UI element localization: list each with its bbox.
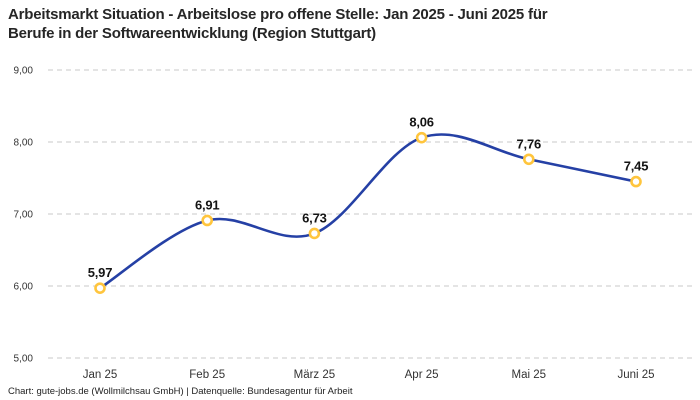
data-point-marker[interactable] <box>522 153 535 166</box>
chart-title-line1: Arbeitsmarkt Situation - Arbeitslose pro… <box>8 6 548 23</box>
y-axis-tick-label: 8,00 <box>14 138 34 149</box>
x-axis-tick-label: März 25 <box>294 369 336 381</box>
data-line <box>98 133 638 290</box>
chart-title: Arbeitsmarkt Situation - Arbeitslose pro… <box>8 5 688 43</box>
y-axis-tick-label: 9,00 <box>14 66 34 77</box>
data-point-label: 8,06 <box>409 115 434 130</box>
x-axis-tick-label: Mai 25 <box>512 369 547 381</box>
x-axis-tick-label: Feb 25 <box>189 369 225 381</box>
x-axis-tick-label: Apr 25 <box>405 369 439 381</box>
x-axis-tick-label: Jan 25 <box>83 369 118 381</box>
data-point-marker[interactable] <box>94 282 106 294</box>
data-point-marker[interactable] <box>630 175 642 188</box>
y-axis-tick-label: 6,00 <box>14 282 34 293</box>
data-point-marker[interactable] <box>201 214 213 227</box>
data-point-label: 6,73 <box>302 210 327 225</box>
x-axis-tick-label: Juni 25 <box>617 369 654 381</box>
y-axis-tick-label: 7,00 <box>14 210 34 221</box>
data-point-label: 5,97 <box>88 265 113 280</box>
chart-title-line2: Berufe in der Softwareentwicklung (Regio… <box>8 25 376 42</box>
data-point-label: 6,91 <box>195 197 220 212</box>
data-point-marker[interactable] <box>415 131 428 144</box>
chart-attribution: Chart: gute-jobs.de (Wollmilchsau GmbH) … <box>8 386 353 397</box>
y-axis-tick-label: 5,00 <box>14 354 34 365</box>
data-point-label: 7,45 <box>624 159 649 174</box>
data-point-label: 7,76 <box>517 136 542 151</box>
data-point-marker[interactable] <box>308 227 321 240</box>
